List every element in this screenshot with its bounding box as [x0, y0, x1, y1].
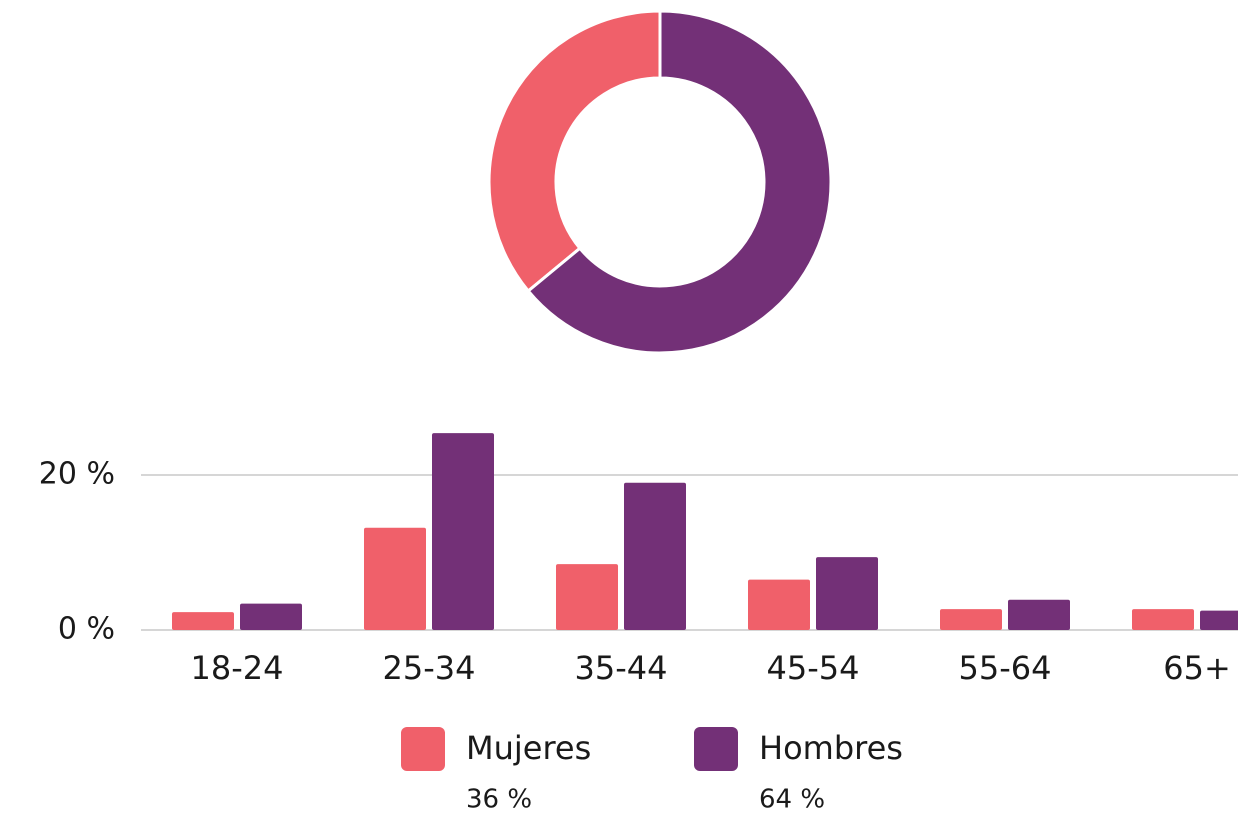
x-tick-label: 35-44	[575, 649, 668, 687]
bar	[172, 612, 234, 630]
x-tick-label: 55-64	[959, 649, 1052, 687]
x-tick-label: 65+	[1163, 649, 1231, 687]
bar	[748, 579, 810, 630]
bar	[1008, 599, 1070, 630]
bar	[556, 564, 618, 630]
bar	[940, 609, 1002, 630]
bar	[240, 603, 302, 630]
bar	[432, 433, 494, 630]
x-tick-label: 25-34	[383, 649, 476, 687]
donut-slice	[526, 9, 833, 355]
donut-slice	[487, 9, 662, 294]
bar	[1200, 610, 1238, 630]
bar	[1132, 609, 1194, 630]
bar	[624, 482, 686, 630]
y-tick-label: 0 %	[58, 612, 115, 647]
y-tick-label: 20 %	[39, 457, 115, 492]
bar	[816, 557, 878, 630]
x-tick-label: 18-24	[191, 649, 284, 687]
legend-value: 64 %	[759, 785, 825, 814]
legend-label: Hombres	[759, 729, 903, 767]
legend-label: Mujeres	[466, 729, 591, 767]
bar	[364, 527, 426, 630]
legend-value: 36 %	[466, 785, 532, 814]
legend-swatch	[694, 727, 738, 771]
legend-swatch	[401, 727, 445, 771]
x-tick-label: 45-54	[767, 649, 860, 687]
